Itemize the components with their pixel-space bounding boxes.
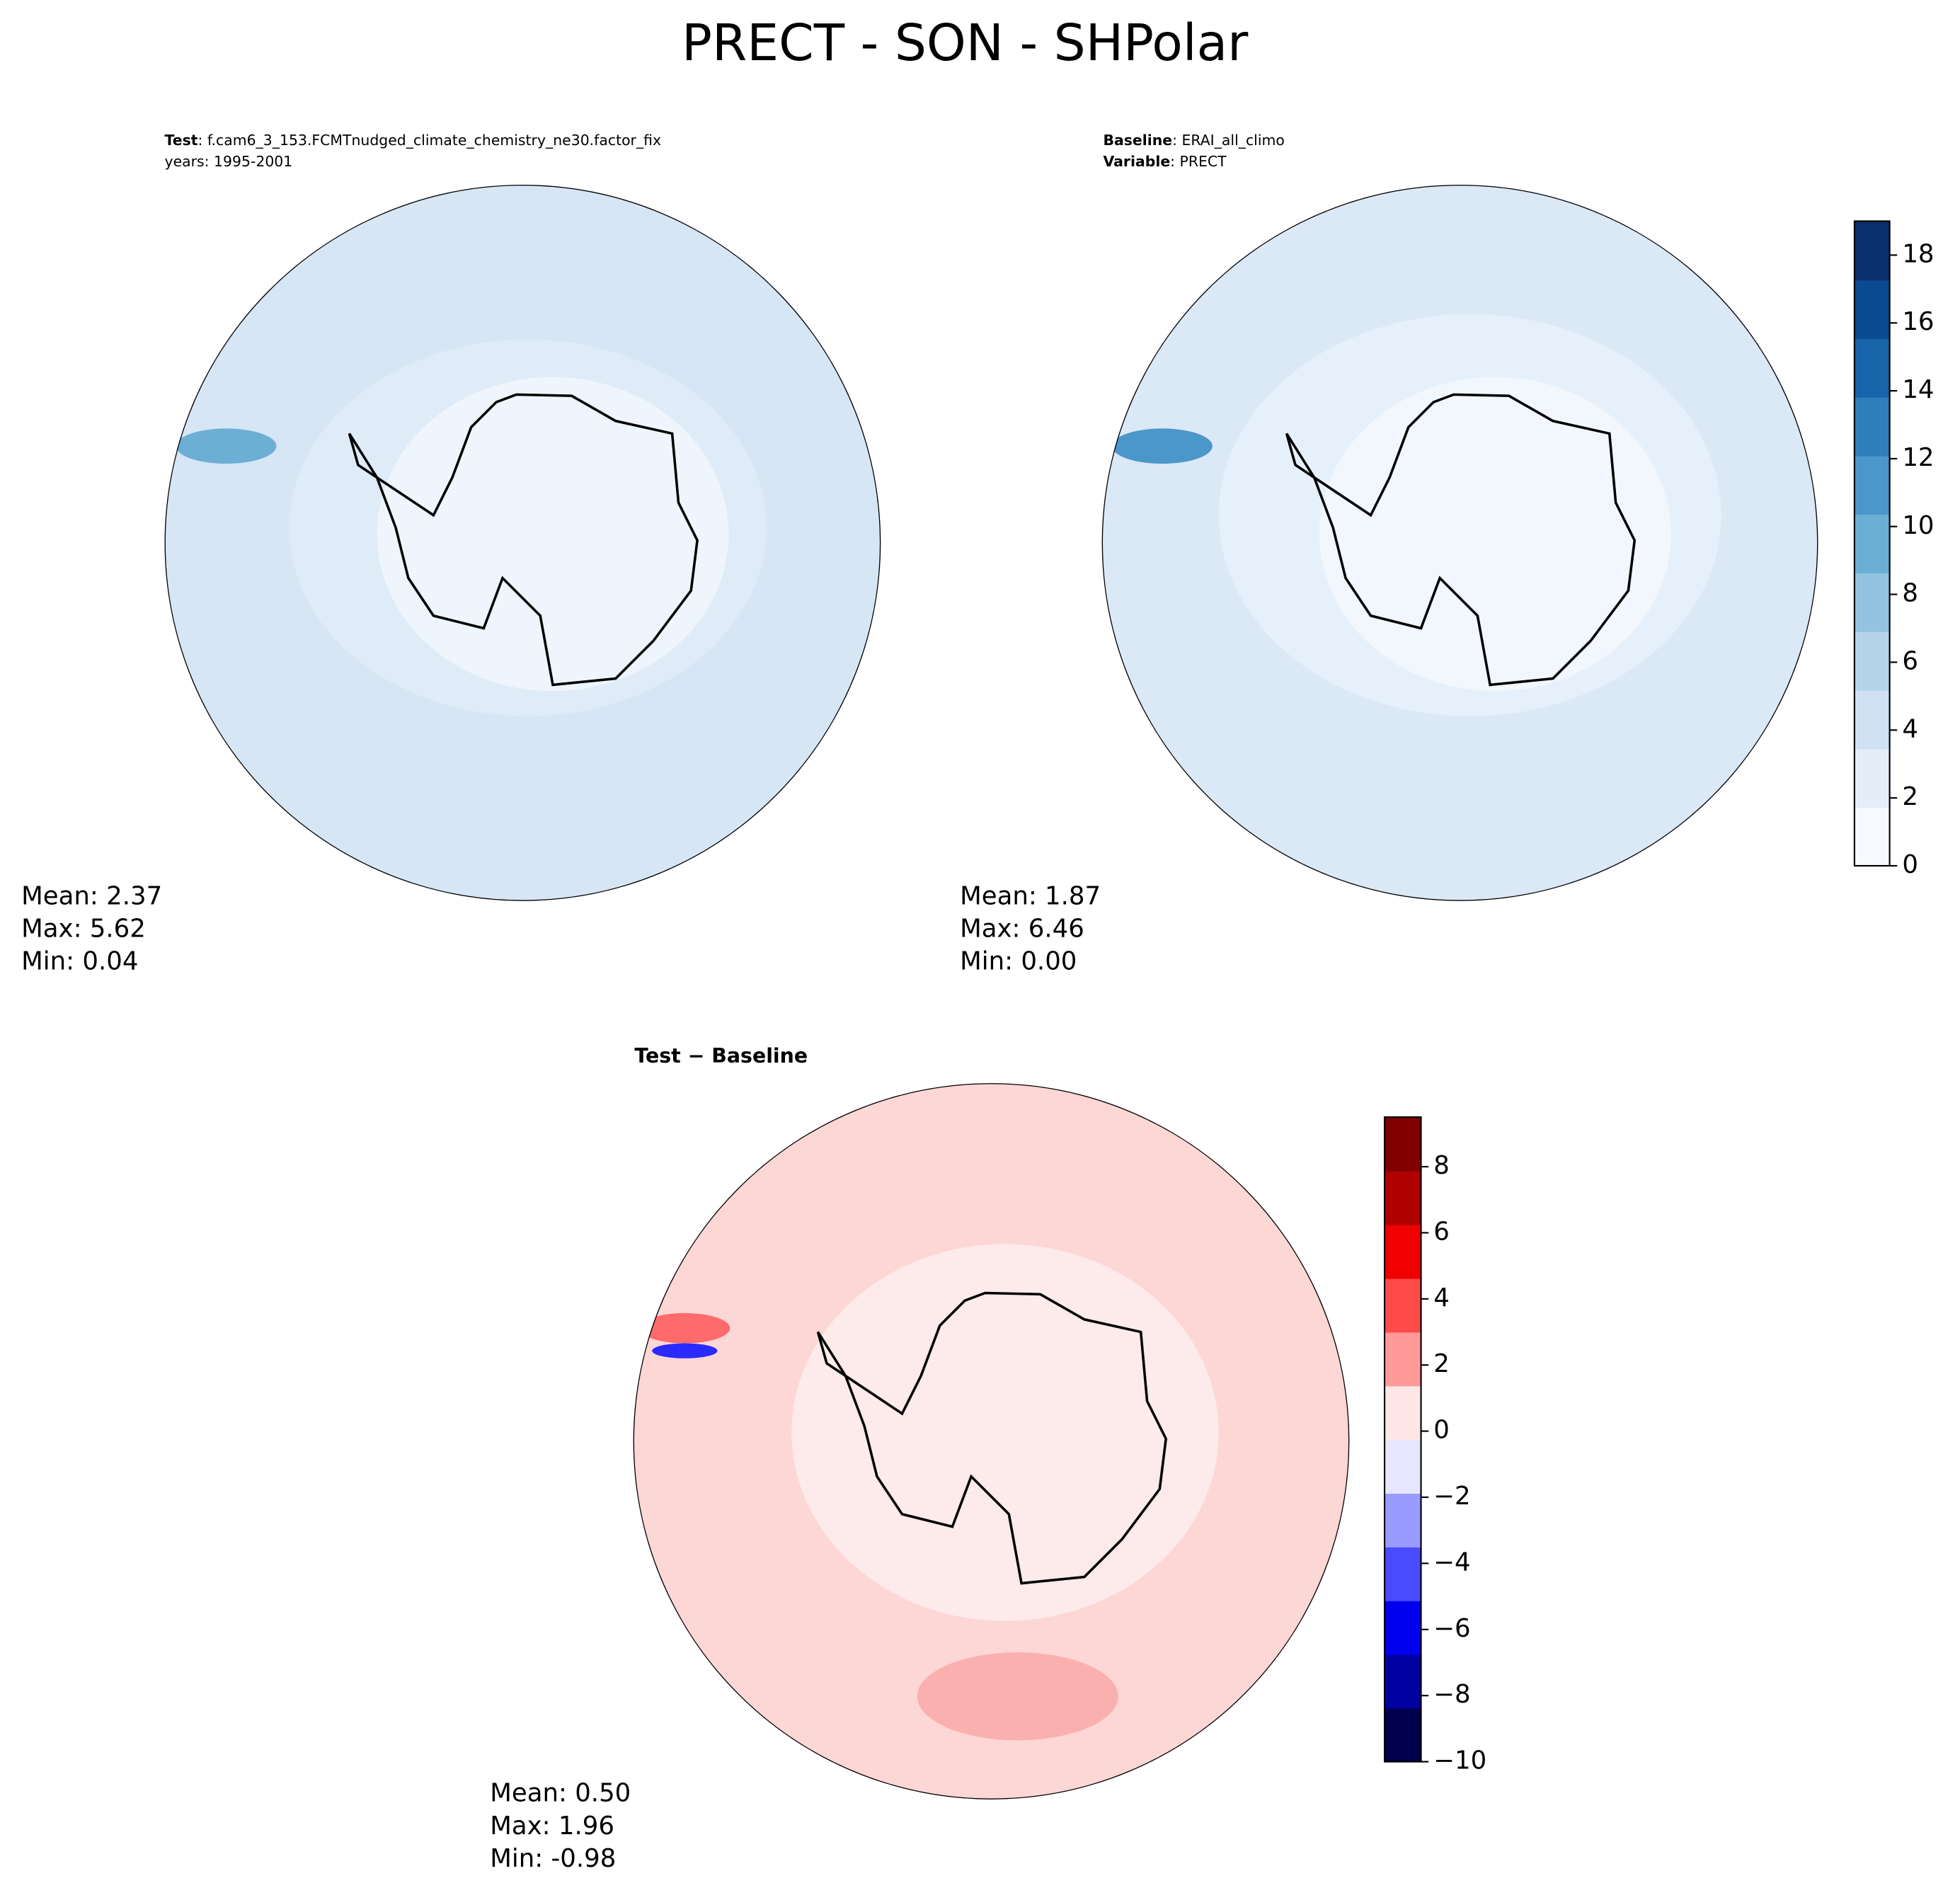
figure-title: PRECT - SON - SHPolar: [682, 13, 1249, 72]
colorbar-tick-label: 2: [1902, 782, 1918, 811]
stat-text: Max: 6.46: [960, 915, 1084, 944]
colorbar-tick-label: 8: [1433, 1151, 1450, 1180]
colorbar-tick-label: 4: [1433, 1283, 1450, 1312]
colorbar-tick-label: 4: [1902, 714, 1918, 743]
colorbar-segment: [1854, 396, 1890, 457]
colorbar-segment: [1385, 1332, 1421, 1387]
colorbar-segment: [1385, 1224, 1421, 1279]
colorbar-tick-label: −8: [1433, 1680, 1470, 1709]
map: [1101, 184, 1818, 901]
colorbar-frame: [1853, 220, 1891, 867]
colorbar-tick-label: 0: [1902, 850, 1918, 879]
stat-text: Min: 0.04: [21, 947, 138, 976]
colorbar-tick-label: 6: [1902, 646, 1918, 675]
map: [633, 1083, 1350, 1800]
colorbar-tick-label: −10: [1433, 1746, 1486, 1775]
colorbar-segment: [1854, 807, 1890, 866]
stat-text: Max: 5.62: [21, 915, 146, 944]
colorbar-tick-label: 16: [1902, 307, 1934, 336]
stat-text: Mean: 2.37: [21, 881, 162, 910]
colorbar-frame: [1383, 1116, 1422, 1763]
stat-text: Min: -0.98: [490, 1844, 616, 1873]
colorbar-segment: [1385, 1278, 1421, 1333]
colorbar-tick-label: 8: [1902, 579, 1918, 608]
colorbar-tick-label: 2: [1433, 1349, 1450, 1378]
colorbar-tick-label: −4: [1433, 1547, 1470, 1577]
colorbar-tick-label: 18: [1902, 239, 1934, 268]
colorbar-segment: [1385, 1600, 1421, 1655]
panel-header: Test: f.cam6_3_153.FCMTnudged_climate_ch…: [165, 132, 662, 149]
colorbar-tick-label: −2: [1433, 1482, 1470, 1511]
stat-text: Mean: 1.87: [960, 881, 1101, 910]
colorbar-segment: [1385, 1385, 1421, 1441]
colorbar-segment: [1854, 573, 1890, 632]
panel-title: Test − Baseline: [634, 1044, 808, 1068]
colorbar-tick-label: 14: [1902, 375, 1934, 404]
stat-text: Max: 1.96: [490, 1812, 614, 1841]
colorbar-segment: [1385, 1654, 1421, 1709]
colorbar-segment: [1854, 690, 1890, 750]
colorbar-segment: [1385, 1117, 1421, 1172]
colorbar-tick-label: 12: [1902, 443, 1934, 472]
colorbar-segment: [1854, 748, 1890, 808]
stat-text: Min: 0.00: [960, 947, 1077, 976]
colorbar-segment: [1385, 1707, 1421, 1763]
panel-header: Baseline: ERAI_all_climo: [1103, 132, 1284, 149]
colorbar-segment: [1854, 514, 1890, 573]
colorbar-segment: [1385, 1547, 1421, 1601]
colorbar-segment: [1854, 338, 1890, 398]
colorbar-tick-label: 10: [1902, 511, 1934, 540]
colorbar-segment: [1385, 1439, 1421, 1494]
panel-header: years: 1995-2001: [165, 153, 293, 170]
colorbar-segment: [1854, 280, 1890, 339]
colorbar-segment: [1854, 455, 1890, 515]
colorbar-tick-label: 0: [1433, 1416, 1450, 1445]
colorbar-segment: [1385, 1170, 1421, 1225]
colorbar-segment: [1385, 1493, 1421, 1547]
panel-header: Variable: PRECT: [1103, 153, 1227, 170]
colorbar-segment: [1854, 221, 1890, 281]
colorbar-segment: [1854, 631, 1890, 691]
colorbar-tick-label: 6: [1433, 1217, 1450, 1246]
stat-text: Mean: 0.50: [490, 1779, 631, 1808]
map: [164, 184, 881, 901]
colorbar-tick-label: −6: [1433, 1614, 1470, 1643]
